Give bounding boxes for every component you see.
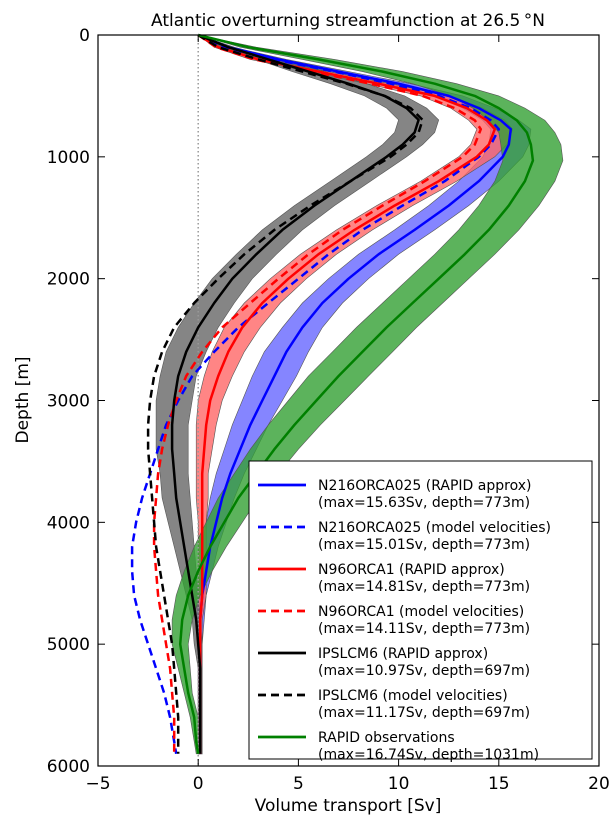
legend-entry-name: N216ORCA025 (RAPID approx) [318,478,531,494]
x-tick-label: 10 [388,774,410,794]
legend-entry-name: N96ORCA1 (model velocities) [318,604,524,620]
x-tick-label: 5 [293,774,304,794]
legend-frame [248,460,593,760]
legend-entry-name: RAPID observations [318,730,455,746]
series-lines [130,33,535,755]
y-tick-label: 3000 [47,392,90,412]
legend-entry-stats: (max=15.01Sv, depth=773m) [318,537,530,553]
x-tick-label: 20 [588,774,610,794]
x-tick-label: 15 [488,774,510,794]
legend-entry-name: IPSLCM6 (model velocities) [318,688,508,704]
legend-entry-name: IPSLCM6 (RAPID approx) [318,646,488,662]
line-n96orca1-rapid-approx [197,33,497,754]
legend-entry-stats: (max=11.17Sv, depth=697m) [318,705,530,721]
legend-entry-stats: (max=15.63Sv, depth=773m) [318,495,530,511]
line-ipslcm6-model-velocities [146,33,424,754]
y-tick-label: 1000 [47,148,90,168]
y-tick-label: 5000 [47,635,90,655]
y-axis-label: Depth [m] [13,356,33,443]
legend: N216ORCA025 (RAPID approx)(max=15.63Sv, … [248,460,593,763]
line-n96orca1-model-velocities [152,33,483,754]
legend-entry-stats: (max=14.11Sv, depth=773m) [318,621,530,637]
y-axis-ticks: 0 1000 2000 3000 4000 5000 6000 [47,26,599,777]
x-tick-label: −5 [85,774,110,794]
line-n216orca025-model-velocities [130,33,501,755]
x-axis-ticks: −5 0 5 10 15 20 [85,35,610,794]
y-tick-label: 0 [79,26,90,46]
x-tick-label: 0 [193,774,204,794]
legend-entry-name: N96ORCA1 (RAPID approx) [318,562,505,578]
line-rapid-observations [178,33,535,755]
legend-entry-stats: (max=10.97Sv, depth=697m) [318,663,530,679]
legend-entry-stats: (max=16.74Sv, depth=1031m) [318,747,539,763]
y-tick-label: 2000 [47,270,90,290]
x-axis-label: Volume transport [Sv] [255,796,442,816]
y-tick-label: 4000 [47,513,90,533]
line-ipslcm6-rapid-approx [170,33,420,754]
y-tick-label: 6000 [47,757,90,777]
legend-entry-name: N216ORCA025 (model velocities) [318,520,551,536]
legend-entry-stats: (max=14.81Sv, depth=773m) [318,579,530,595]
chart-title: Atlantic overturning streamfunction at 2… [151,11,545,31]
